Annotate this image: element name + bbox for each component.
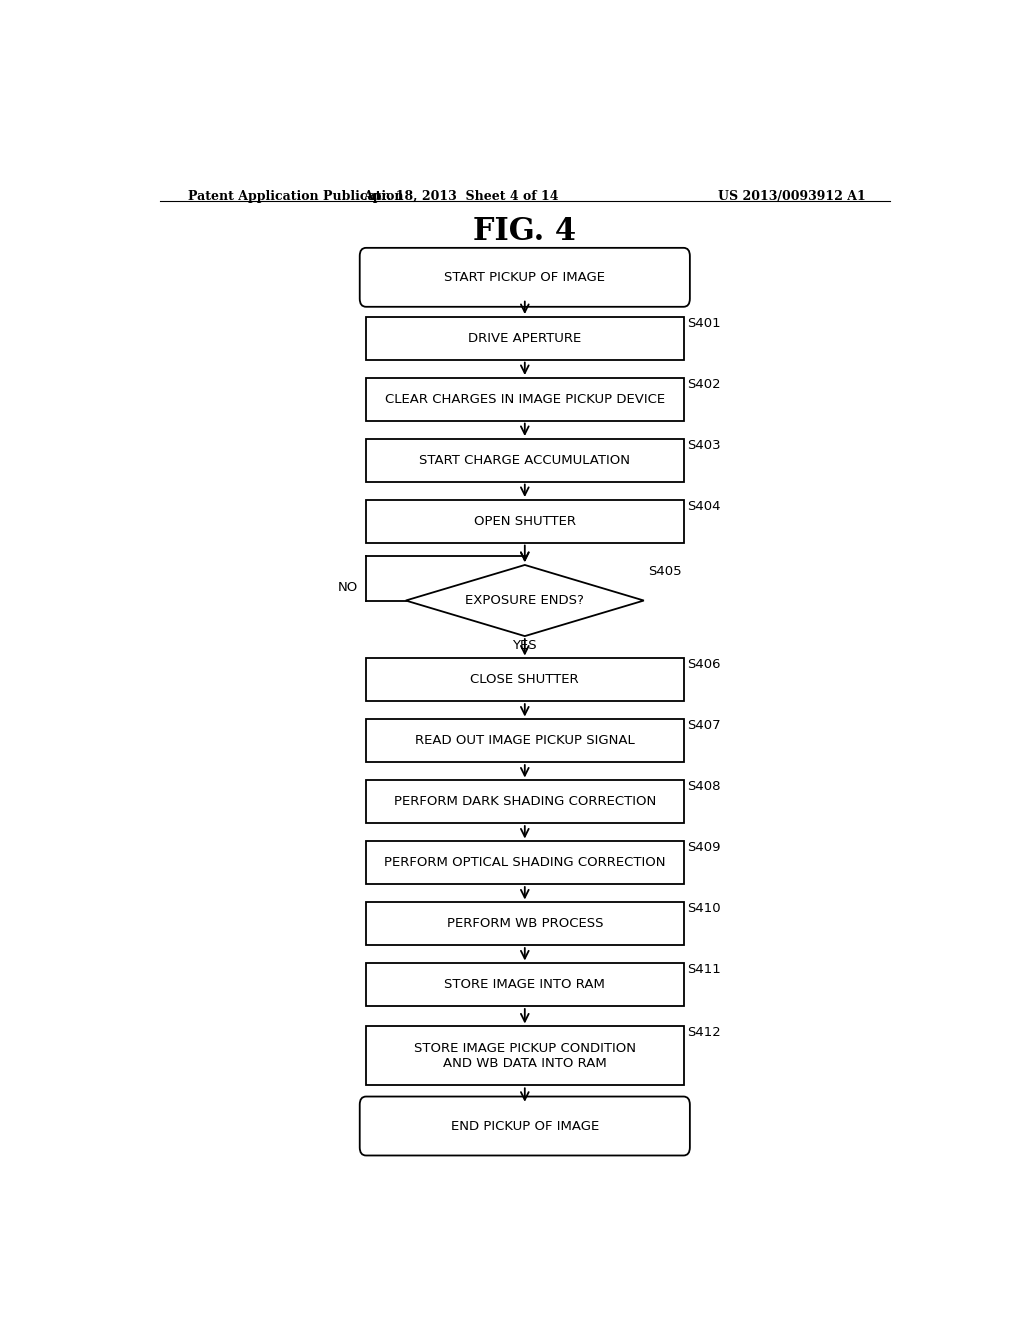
Text: S412: S412 — [687, 1027, 721, 1039]
Bar — [367, 500, 684, 543]
Text: START PICKUP OF IMAGE: START PICKUP OF IMAGE — [444, 271, 605, 284]
Bar — [367, 1027, 684, 1085]
Bar — [367, 841, 684, 884]
Bar — [367, 964, 684, 1006]
Text: OPEN SHUTTER: OPEN SHUTTER — [474, 515, 575, 528]
Text: STORE IMAGE INTO RAM: STORE IMAGE INTO RAM — [444, 978, 605, 991]
Text: END PICKUP OF IMAGE: END PICKUP OF IMAGE — [451, 1119, 599, 1133]
Text: PERFORM DARK SHADING CORRECTION: PERFORM DARK SHADING CORRECTION — [393, 795, 656, 808]
Text: STORE IMAGE PICKUP CONDITION
AND WB DATA INTO RAM: STORE IMAGE PICKUP CONDITION AND WB DATA… — [414, 1041, 636, 1071]
Text: CLOSE SHUTTER: CLOSE SHUTTER — [470, 673, 580, 686]
Text: S407: S407 — [687, 719, 721, 733]
Text: S404: S404 — [687, 500, 721, 513]
Text: S408: S408 — [687, 780, 721, 793]
FancyBboxPatch shape — [359, 248, 690, 306]
Text: Apr. 18, 2013  Sheet 4 of 14: Apr. 18, 2013 Sheet 4 of 14 — [364, 190, 559, 203]
Text: START CHARGE ACCUMULATION: START CHARGE ACCUMULATION — [419, 454, 631, 467]
Text: NO: NO — [338, 581, 358, 594]
Bar — [367, 440, 684, 482]
Text: YES: YES — [512, 639, 538, 652]
Bar — [367, 903, 684, 945]
Bar — [367, 317, 684, 359]
Polygon shape — [406, 565, 644, 636]
Text: DRIVE APERTURE: DRIVE APERTURE — [468, 331, 582, 345]
Text: S409: S409 — [687, 841, 721, 854]
Text: S406: S406 — [687, 659, 721, 672]
Bar — [367, 378, 684, 421]
Bar — [367, 780, 684, 824]
Text: US 2013/0093912 A1: US 2013/0093912 A1 — [718, 190, 866, 203]
Text: PERFORM OPTICAL SHADING CORRECTION: PERFORM OPTICAL SHADING CORRECTION — [384, 857, 666, 870]
Text: S405: S405 — [648, 565, 681, 578]
Text: Patent Application Publication: Patent Application Publication — [187, 190, 403, 203]
FancyBboxPatch shape — [359, 1097, 690, 1155]
Text: S402: S402 — [687, 378, 721, 391]
Text: READ OUT IMAGE PICKUP SIGNAL: READ OUT IMAGE PICKUP SIGNAL — [415, 734, 635, 747]
Bar — [367, 659, 684, 701]
Bar — [367, 719, 684, 762]
Text: S403: S403 — [687, 440, 721, 451]
Text: EXPOSURE ENDS?: EXPOSURE ENDS? — [465, 594, 585, 607]
Text: S410: S410 — [687, 903, 721, 915]
Text: CLEAR CHARGES IN IMAGE PICKUP DEVICE: CLEAR CHARGES IN IMAGE PICKUP DEVICE — [385, 393, 665, 405]
Text: FIG. 4: FIG. 4 — [473, 216, 577, 247]
Text: PERFORM WB PROCESS: PERFORM WB PROCESS — [446, 917, 603, 931]
Text: S411: S411 — [687, 964, 721, 977]
Text: S401: S401 — [687, 317, 721, 330]
